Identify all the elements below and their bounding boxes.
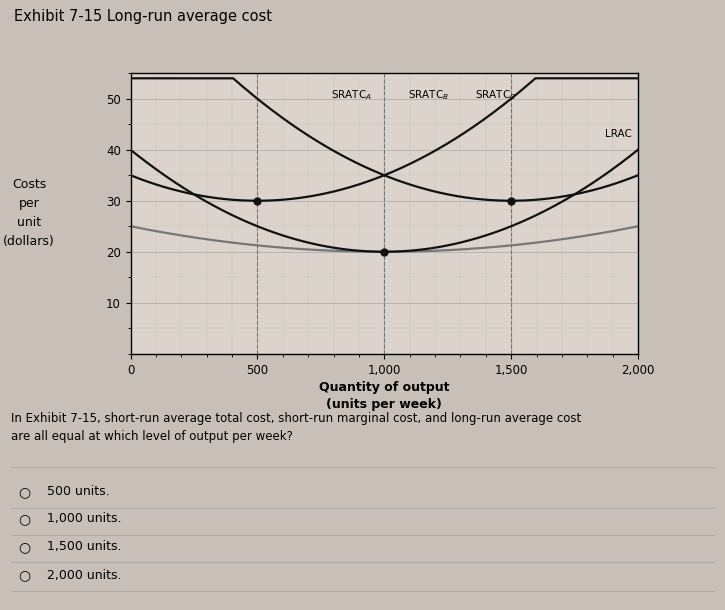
- Text: Exhibit 7-15 Long-run average cost: Exhibit 7-15 Long-run average cost: [14, 9, 273, 24]
- Text: ○: ○: [18, 569, 30, 583]
- Text: 1,000 units.: 1,000 units.: [47, 512, 122, 525]
- Text: 2,000 units.: 2,000 units.: [47, 569, 122, 581]
- Text: 1,500 units.: 1,500 units.: [47, 540, 122, 553]
- Text: LRAC: LRAC: [605, 129, 632, 140]
- Text: SRATC$_B$: SRATC$_B$: [408, 88, 450, 102]
- Text: SRATC$_A$: SRATC$_A$: [331, 88, 372, 102]
- Text: ○: ○: [18, 512, 30, 526]
- Text: In Exhibit 7-15, short-run average total cost, short-run marginal cost, and long: In Exhibit 7-15, short-run average total…: [11, 412, 581, 443]
- Text: 500 units.: 500 units.: [47, 485, 109, 498]
- Text: ○: ○: [18, 485, 30, 499]
- Text: Quantity of output
(units per week): Quantity of output (units per week): [319, 381, 450, 411]
- Text: SRATC$_C$: SRATC$_C$: [475, 88, 517, 102]
- Text: Costs
per
unit
(dollars): Costs per unit (dollars): [3, 179, 55, 248]
- Text: ○: ○: [18, 540, 30, 554]
